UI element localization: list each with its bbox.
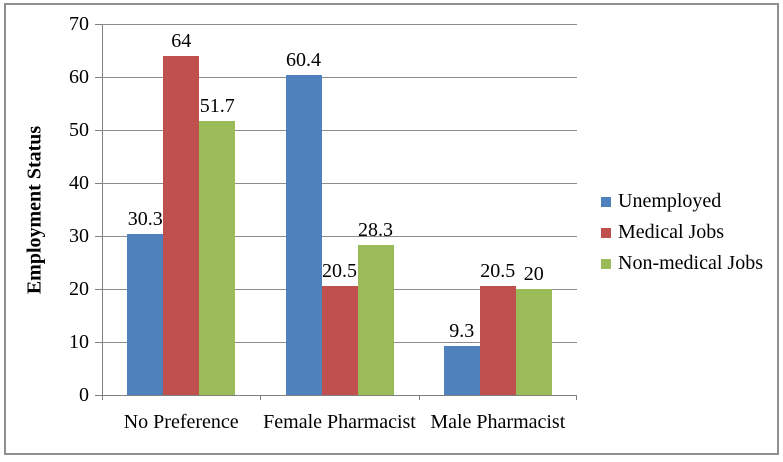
- bar-unemployed-1: [127, 234, 164, 395]
- gridline-60: [102, 77, 577, 78]
- legend-label: Medical Jobs: [618, 221, 725, 243]
- bar-medical-jobs-2: [321, 286, 358, 396]
- data-label: 60.4: [286, 48, 321, 71]
- legend-label: Non-medical Jobs: [618, 252, 763, 274]
- data-label: 20.5: [480, 260, 516, 283]
- bar-unemployed-3: [443, 345, 480, 395]
- gridline-70: [102, 24, 577, 25]
- data-label: 64: [171, 29, 192, 52]
- data-label: 51.7: [199, 95, 235, 117]
- y-axis-tick-70: [95, 24, 102, 25]
- plot-area: 30.3 64 51.7 60.4 20.5 28.3 9.3 20.5 20: [95, 24, 577, 400]
- y-tick-label-70: 70: [69, 13, 89, 35]
- legend-label: Unemployed: [618, 190, 722, 212]
- y-tick-label-30: 30: [69, 225, 89, 247]
- bar-non-medical-jobs-3: [515, 289, 552, 395]
- chart-border: [4, 3, 779, 455]
- data-label: 9.3: [449, 319, 475, 342]
- data-label: 20: [523, 263, 544, 285]
- gridline-30: [102, 236, 577, 237]
- y-axis-tick-0: [95, 395, 102, 396]
- legend: Unemployed Medical Jobs Non-medical Jobs: [601, 186, 763, 279]
- legend-item-unemployed: Unemployed: [601, 186, 763, 217]
- y-axis-tick-20: [95, 289, 102, 290]
- x-axis-tick: [260, 395, 261, 400]
- x-axis-tick: [419, 395, 420, 400]
- y-tick-label-10: 10: [69, 331, 89, 353]
- legend-item-medical-jobs: Medical Jobs: [601, 217, 763, 248]
- bar-unemployed-2: [285, 74, 322, 395]
- bar-medical-jobs-3: [479, 286, 516, 396]
- bar-non-medical-jobs-2: [357, 245, 394, 395]
- y-axis-title: Employment Status: [23, 125, 46, 295]
- y-axis-tick-40: [95, 183, 102, 184]
- category-label: No Preference: [123, 411, 239, 433]
- data-label: 20.5: [322, 260, 357, 283]
- gridline-40: [102, 183, 577, 184]
- y-tick-label-0: 0: [79, 384, 89, 406]
- category-label: Female Pharmacist: [263, 411, 416, 433]
- gridline-50: [102, 130, 577, 131]
- bar-non-medical-jobs-1: [199, 121, 236, 395]
- bar-medical-jobs-1: [163, 55, 200, 395]
- y-tick-label-20: 20: [69, 278, 89, 300]
- legend-color-swatch-icon: [601, 258, 611, 269]
- y-axis-tick-30: [95, 236, 102, 237]
- legend-color-swatch-icon: [601, 227, 611, 238]
- data-label: 30.3: [127, 208, 163, 231]
- y-axis-line: [102, 24, 103, 396]
- data-label: 28.3: [358, 219, 393, 241]
- y-axis-tick-60: [95, 77, 102, 78]
- x-axis-tick: [576, 395, 577, 400]
- legend-color-swatch-icon: [601, 196, 611, 207]
- x-axis-line: [102, 395, 577, 396]
- legend-item-non-medical-jobs: Non-medical Jobs: [601, 248, 763, 279]
- y-tick-label-50: 50: [69, 119, 89, 141]
- y-axis-tick-50: [95, 130, 102, 131]
- x-axis-tick: [102, 395, 103, 400]
- y-tick-label-60: 60: [69, 66, 89, 88]
- y-tick-label-40: 40: [69, 172, 89, 194]
- y-axis-tick-10: [95, 342, 102, 343]
- category-label: Male Pharmacist: [430, 411, 566, 433]
